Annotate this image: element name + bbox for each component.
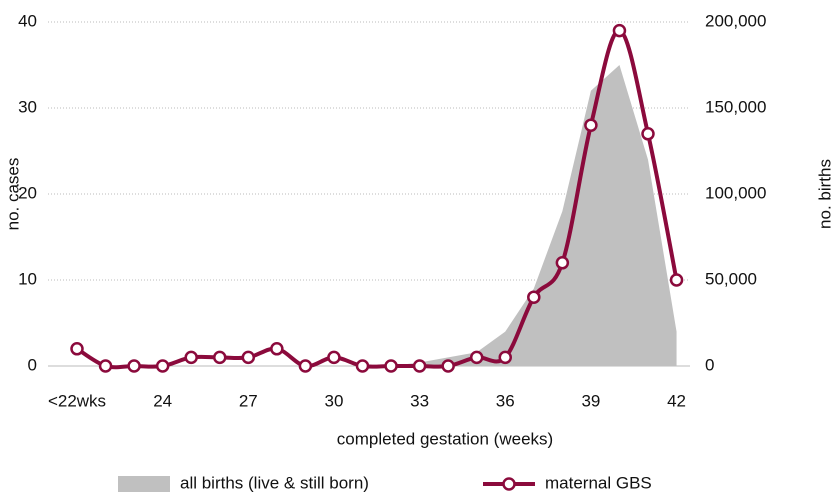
legend-swatch (502, 477, 516, 491)
marker (213, 350, 227, 365)
marker (498, 350, 512, 365)
marker (441, 359, 455, 373)
marker (241, 350, 256, 365)
marker (641, 127, 655, 141)
marker (270, 342, 284, 356)
marker (298, 359, 313, 373)
x-tick-label: 36 (496, 391, 515, 410)
x-tick-label: 30 (324, 391, 343, 410)
y2-tick-label: 200,000 (705, 11, 766, 30)
marker (555, 256, 570, 270)
y2-tick-label: 100,000 (705, 183, 766, 202)
x-tick-label: 24 (153, 391, 172, 410)
legend-label: all births (live & still born) (180, 473, 369, 492)
marker (355, 359, 370, 373)
marker (98, 359, 113, 373)
y-tick-label: 20 (18, 183, 37, 202)
area (77, 65, 677, 366)
y2-tick-label: 50,000 (705, 269, 757, 288)
marker (584, 118, 598, 132)
marker (412, 359, 427, 373)
legend-swatch (118, 476, 170, 492)
marker (155, 359, 170, 373)
marker (127, 359, 141, 373)
marker (70, 342, 84, 356)
marker (184, 350, 198, 365)
x-tick-label: 33 (410, 391, 429, 410)
marker (327, 350, 341, 365)
y-tick-label: 40 (18, 11, 37, 30)
x-tick-label: 39 (581, 391, 600, 410)
x-tick-label: <22wks (48, 391, 106, 410)
y2-axis-label: no. births (815, 159, 834, 229)
y2-tick-label: 0 (705, 355, 714, 374)
y-tick-label: 0 (28, 355, 37, 374)
x-tick-label: 42 (667, 391, 686, 410)
y-tick-label: 30 (18, 97, 37, 116)
y-axis-label: no. cases (3, 158, 22, 231)
legend-label: maternal GBS (545, 473, 652, 492)
marker (384, 359, 398, 373)
marker (669, 273, 684, 287)
x-tick-label: 27 (239, 391, 258, 410)
y2-tick-label: 150,000 (705, 97, 766, 116)
x-axis-label: completed gestation (weeks) (337, 429, 553, 448)
y-tick-label: 10 (18, 269, 37, 288)
marker (469, 350, 484, 365)
marker (527, 290, 541, 304)
marker (612, 23, 627, 38)
